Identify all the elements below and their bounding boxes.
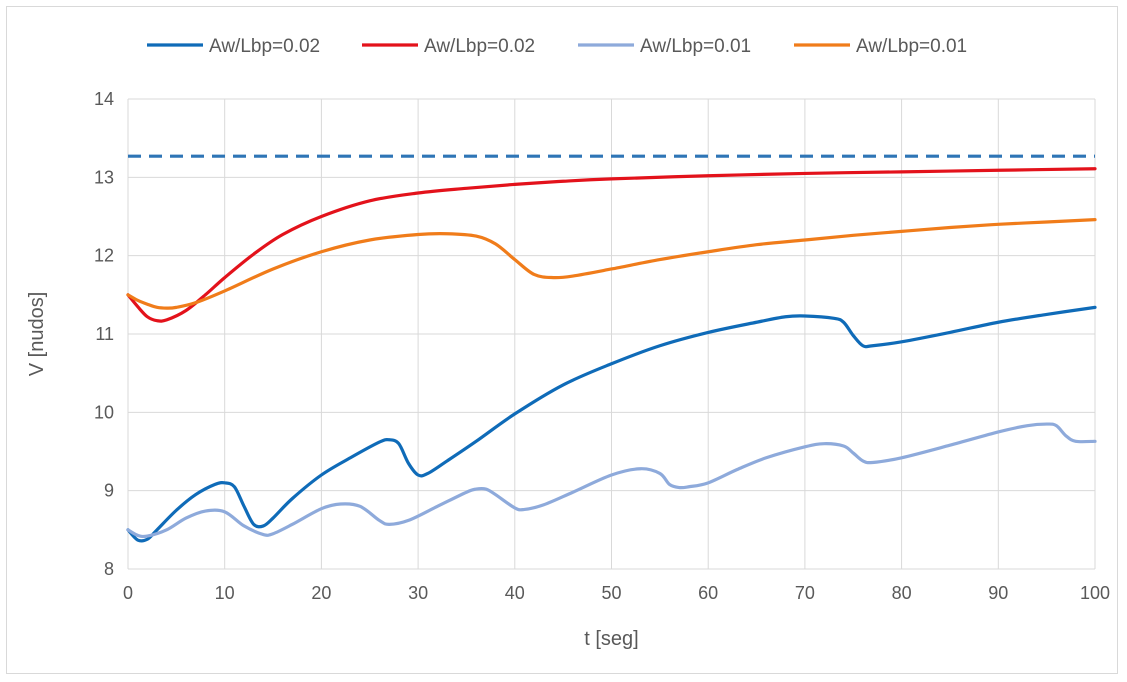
x-tick-label: 50 bbox=[601, 583, 621, 603]
x-tick-label: 90 bbox=[988, 583, 1008, 603]
x-tick-label: 0 bbox=[123, 583, 133, 603]
legend-label: Aw/Lbp=0.01 bbox=[856, 36, 967, 57]
x-tick-label: 100 bbox=[1080, 583, 1110, 603]
legend-label: Aw/Lbp=0.01 bbox=[640, 36, 751, 57]
x-tick-label: 60 bbox=[698, 583, 718, 603]
x-tick-label: 10 bbox=[215, 583, 235, 603]
x-tick-label: 30 bbox=[408, 583, 428, 603]
line-chart: 8 9 10 11 12 13 14 0 10 20 30 40 50 60 70 80 90 100 Aw/L… bbox=[26, 36, 1110, 650]
x-axis-ticks: 0 10 20 30 40 50 60 70 80 90 100 bbox=[123, 583, 1110, 603]
chart-area: 8 9 10 11 12 13 14 0 10 20 30 40 50 60 70 80 90 100 Aw/L… bbox=[6, 6, 1118, 674]
y-tick-label: 10 bbox=[94, 402, 114, 422]
y-axis-title: V [nudos] bbox=[26, 292, 48, 377]
series-line-4 bbox=[126, 218, 1097, 310]
y-tick-label: 11 bbox=[95, 324, 114, 344]
x-tick-label: 70 bbox=[795, 583, 815, 603]
x-tick-label: 80 bbox=[892, 583, 912, 603]
series-line-2 bbox=[126, 167, 1097, 323]
legend-label: Aw/Lbp=0.02 bbox=[424, 36, 535, 57]
x-tick-label: 40 bbox=[505, 583, 525, 603]
x-tick-label: 20 bbox=[311, 583, 331, 603]
y-tick-label: 9 bbox=[104, 481, 114, 501]
y-tick-label: 13 bbox=[94, 167, 114, 187]
legend-label: Aw/Lbp=0.02 bbox=[209, 36, 320, 57]
y-axis-ticks: 8 9 10 11 12 13 14 bbox=[94, 89, 114, 579]
x-axis-title: t [seg] bbox=[584, 628, 638, 650]
series-line-3 bbox=[126, 422, 1097, 539]
y-tick-label: 14 bbox=[94, 89, 114, 109]
series-lines bbox=[126, 167, 1097, 543]
y-tick-label: 8 bbox=[104, 559, 114, 579]
y-tick-label: 12 bbox=[94, 246, 114, 266]
series-line-1 bbox=[126, 305, 1097, 543]
legend: Aw/Lbp=0.02 Aw/Lbp=0.02 Aw/Lbp=0.01 Aw/Lbp=… bbox=[147, 36, 967, 57]
